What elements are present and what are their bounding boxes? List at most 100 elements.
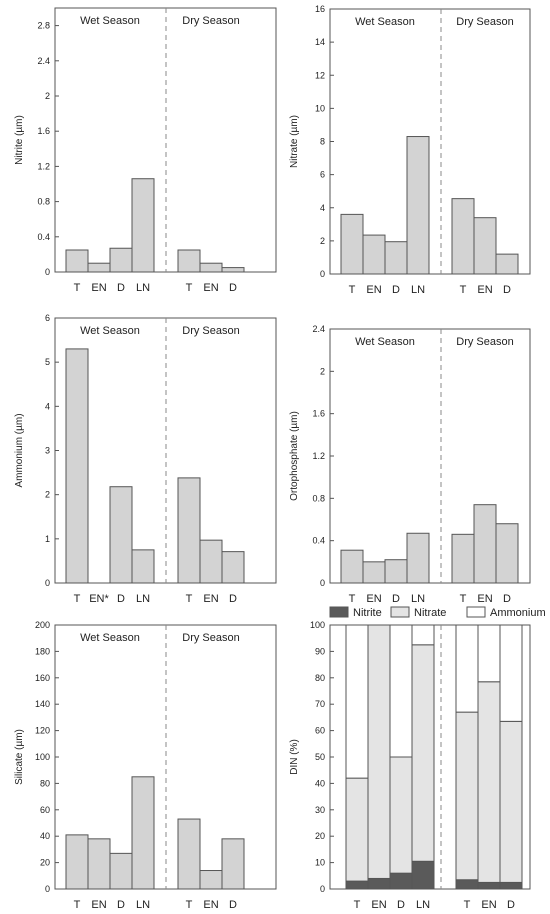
season-label: Wet Season <box>80 632 140 644</box>
bar-segment-nitrate <box>499 720 523 883</box>
bar <box>473 504 497 584</box>
category-label: D <box>392 284 400 296</box>
y-tick-label: 2.4 <box>37 56 50 66</box>
category-label: EN <box>203 899 218 911</box>
y-tick-label: 16 <box>315 4 325 14</box>
category-label: LN <box>416 899 430 911</box>
chart-panel-1: 0 0.4 0.8 1.2 1.6 2 2.4 2.8 Nitrite (µm) Wet Seas… <box>14 7 277 294</box>
category-label: EN <box>477 284 492 296</box>
category-label: LN <box>136 593 150 605</box>
y-axis-label: Silicate (µm) <box>14 729 25 785</box>
bar-segment-nitrate <box>455 711 479 881</box>
y-tick-label: 8 <box>320 137 325 147</box>
bar-segment-nitrite <box>455 879 479 890</box>
bar <box>177 477 201 584</box>
y-tick-label: 1.6 <box>312 409 325 419</box>
season-label: Wet Season <box>355 336 415 348</box>
category-label: D <box>117 282 125 294</box>
y-tick-label: 20 <box>315 831 325 841</box>
y-tick-label: 1.6 <box>37 126 50 136</box>
y-axis-label: Nitrate (µm) <box>289 115 300 168</box>
bar-segment-nitrite <box>345 880 369 890</box>
bar <box>109 852 133 890</box>
season-label: Wet Season <box>355 16 415 28</box>
y-tick-label: 40 <box>40 831 50 841</box>
bar-segment-nitrate <box>345 777 369 882</box>
category-label: LN <box>411 284 425 296</box>
season-label: Wet Season <box>80 15 140 27</box>
y-tick-label: 0 <box>45 884 50 894</box>
bar <box>199 262 223 273</box>
y-tick-label: 0.4 <box>37 232 50 242</box>
bar <box>131 178 155 273</box>
category-label: D <box>229 899 237 911</box>
bar-segment-nitrate <box>411 644 435 862</box>
season-label: Dry Season <box>182 325 239 337</box>
y-tick-label: 160 <box>35 673 50 683</box>
category-label: T <box>186 593 193 605</box>
category-label: LN <box>136 282 150 294</box>
bar <box>362 561 386 584</box>
category-label: EN <box>366 593 381 605</box>
category-label: T <box>460 593 467 605</box>
y-tick-label: 140 <box>35 699 50 709</box>
legend-swatch-ammonium <box>466 606 486 618</box>
category-label: D <box>507 899 515 911</box>
y-tick-label: 2 <box>320 366 325 376</box>
category-label: EN <box>366 284 381 296</box>
category-label: D <box>392 593 400 605</box>
y-tick-label: 14 <box>315 37 325 47</box>
y-tick-label: 4 <box>320 203 325 213</box>
season-label: Wet Season <box>80 325 140 337</box>
y-tick-label: 1 <box>45 534 50 544</box>
y-tick-label: 40 <box>315 778 325 788</box>
bar <box>495 253 519 275</box>
bar-segment-nitrite <box>389 872 413 890</box>
y-tick-label: 0 <box>45 267 50 277</box>
bar-segment-ammonium <box>499 624 523 722</box>
y-tick-label: 0.4 <box>312 536 325 546</box>
bar <box>384 241 408 275</box>
bar-segment-nitrite <box>477 881 501 890</box>
y-tick-label: 10 <box>315 858 325 868</box>
y-tick-label: 2.4 <box>312 324 325 334</box>
legend-swatch-nitrate <box>390 606 410 618</box>
bar <box>340 213 364 275</box>
legend-label-nitrite: Nitrite <box>353 607 382 619</box>
bar-segment-nitrite <box>411 860 435 890</box>
bar <box>340 549 364 584</box>
bar-segment-nitrate <box>477 681 501 883</box>
y-tick-label: 5 <box>45 357 50 367</box>
y-tick-label: 3 <box>45 446 50 456</box>
bar <box>495 523 519 584</box>
category-label: D <box>117 899 125 911</box>
bar <box>406 136 430 275</box>
y-axis-label: Ammonium (µm) <box>14 413 25 487</box>
y-tick-label: 0 <box>45 578 50 588</box>
bar <box>451 533 475 584</box>
bar <box>199 539 223 584</box>
y-tick-label: 100 <box>35 752 50 762</box>
bar <box>65 249 89 273</box>
bar <box>131 776 155 890</box>
y-tick-label: 90 <box>315 646 325 656</box>
category-label: EN <box>91 899 106 911</box>
y-tick-label: 6 <box>45 313 50 323</box>
category-label: T <box>186 282 193 294</box>
category-label: EN <box>203 282 218 294</box>
chart-panel-3: 0 1 2 3 4 5 6 Ammonium (µm) Wet Season T EN* D LN Dry… <box>14 313 277 605</box>
bar <box>65 834 89 890</box>
bar <box>362 234 386 275</box>
y-tick-label: 0.8 <box>312 493 325 503</box>
season-label: Dry Season <box>456 336 513 348</box>
y-axis-label: Nitrite (µm) <box>14 115 25 165</box>
legend-label-ammonium: Ammonium <box>490 607 546 619</box>
y-tick-label: 2 <box>45 91 50 101</box>
y-tick-label: 180 <box>35 646 50 656</box>
category-label: T <box>464 899 471 911</box>
bar <box>221 551 245 584</box>
bar-segment-nitrite <box>499 881 523 890</box>
bar <box>473 217 497 275</box>
bar <box>384 559 408 584</box>
